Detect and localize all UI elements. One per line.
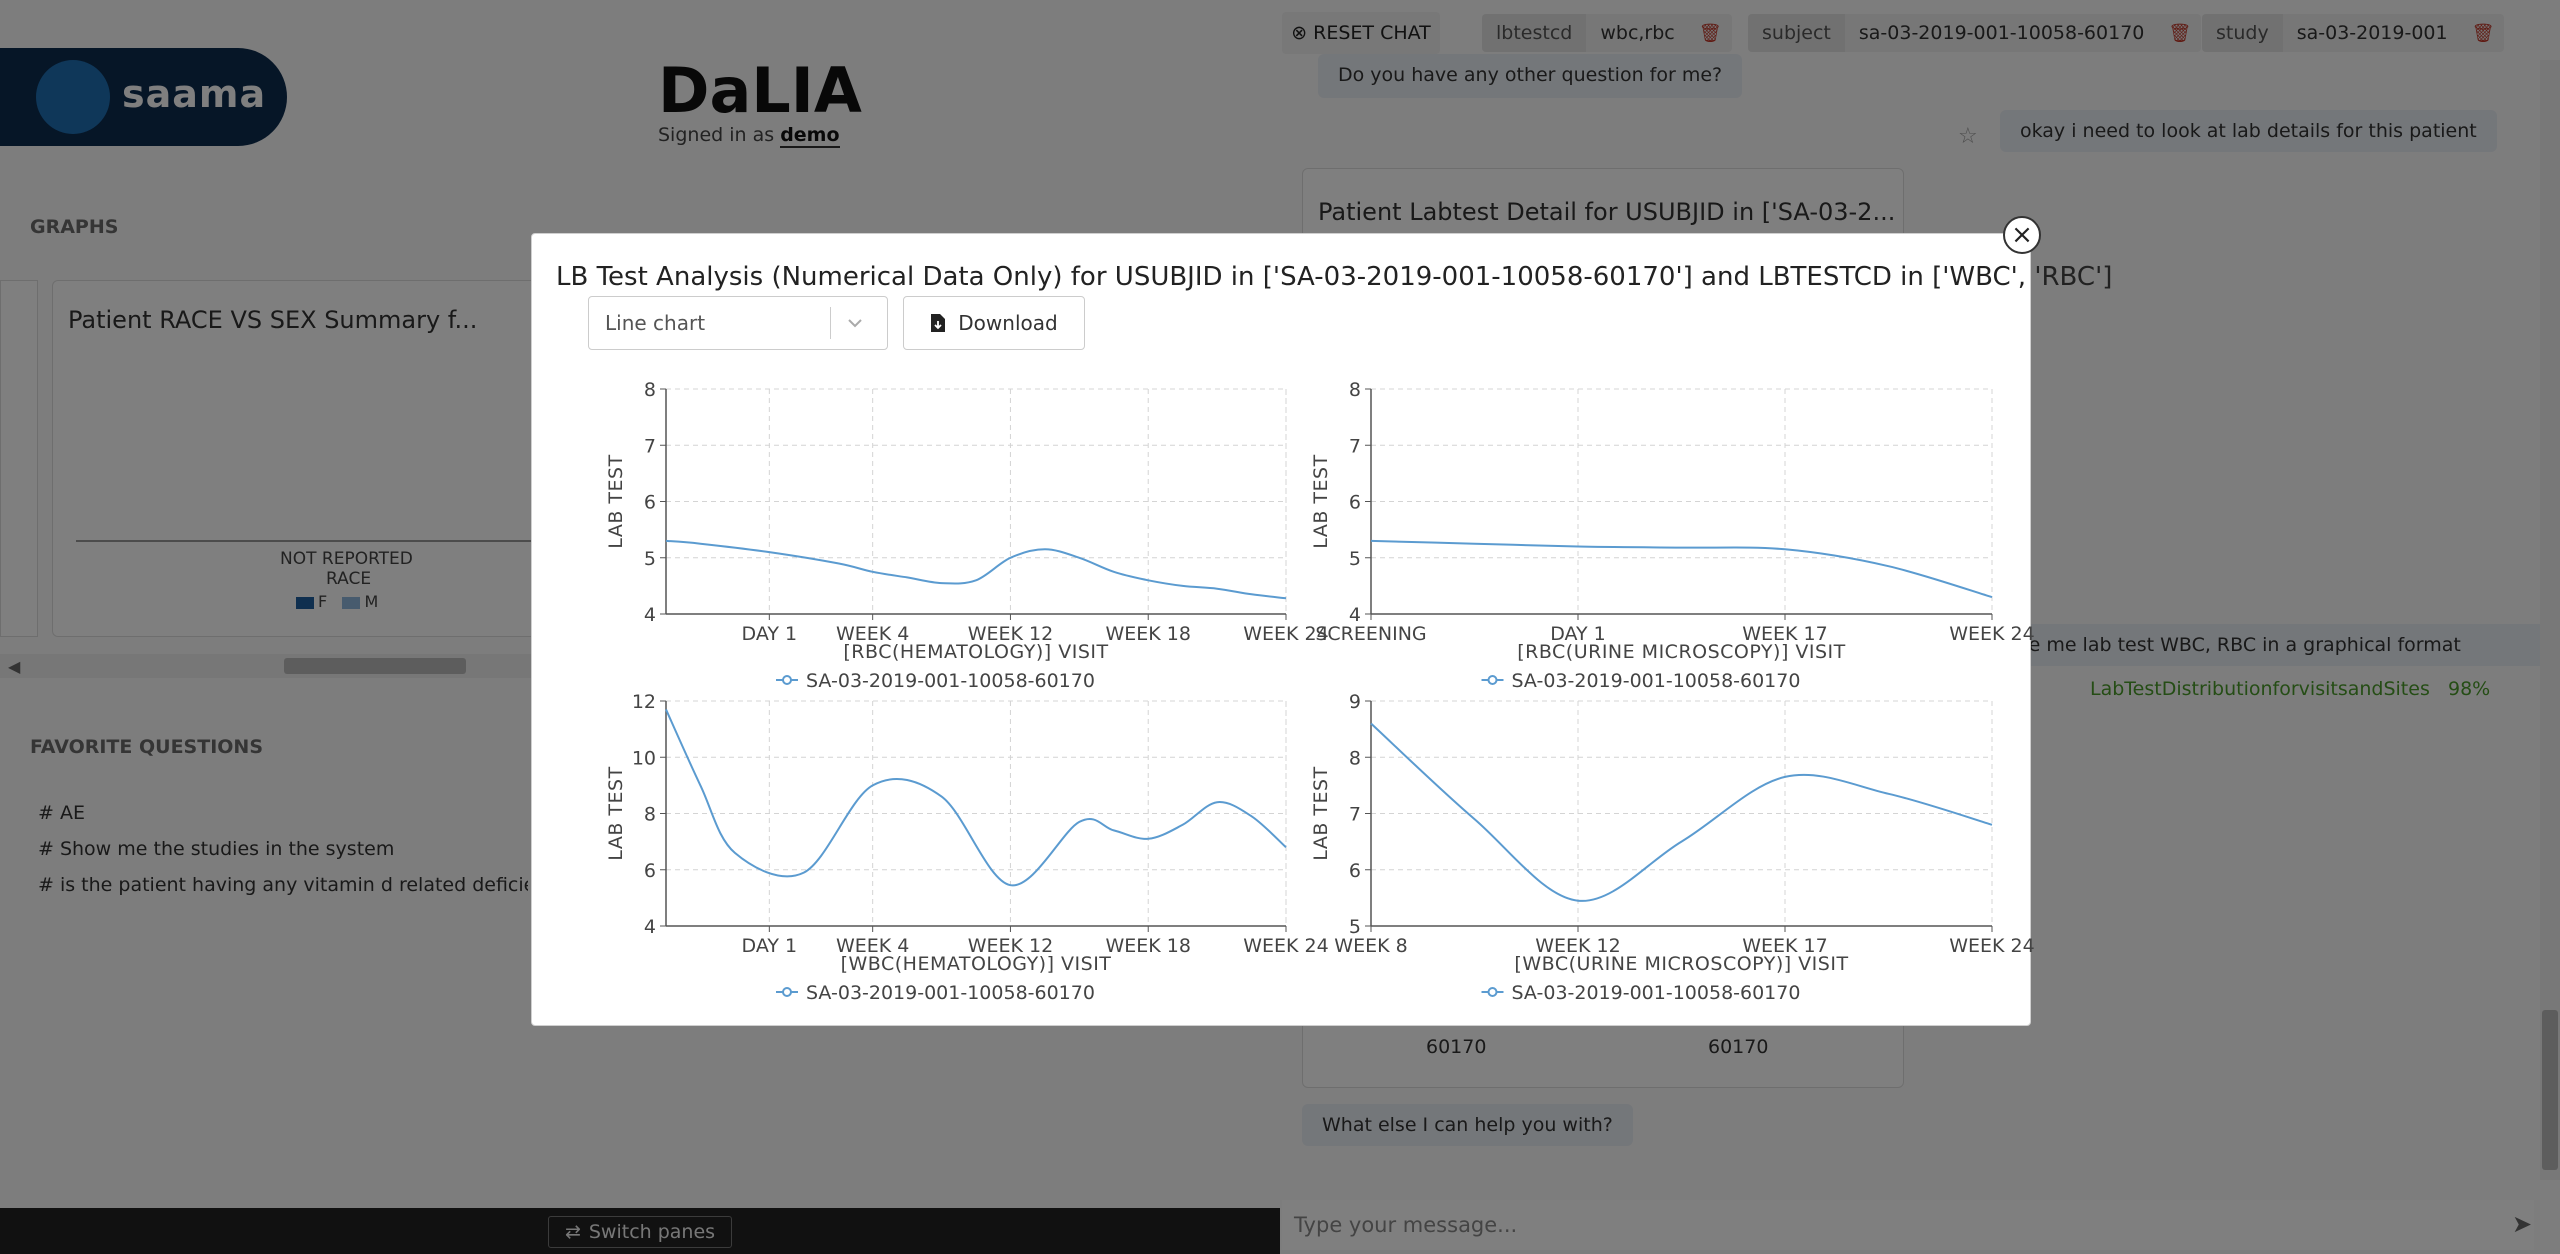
y-tick-label: 5 [644,548,656,570]
x-tick-label: WEEK 24 [1243,935,1328,957]
y-axis-label: LAB TEST [1310,454,1332,548]
x-tick-label: SCREENING [1315,623,1426,645]
x-tick-label: WEEK 17 [1742,935,1827,957]
y-tick-label: 9 [1349,691,1361,713]
lb-test-analysis-modal: LB Test Analysis (Numerical Data Only) f… [531,233,2112,1026]
chart-svg: 4 6 8 10 12 DAY 1 WEEK 4 WEEK 12 WEEK 18 WEEK 24 L… [605,691,1329,1004]
x-tick-label: WEEK 18 [1105,935,1190,957]
modal-title: LB Test Analysis (Numerical Data Only) f… [556,262,2113,292]
close-icon: × [2011,220,2033,250]
chart-wbc-urine-microscopy: 5 6 7 8 9 WEEK 8 WEEK 12 WEEK 17 WEEK 24 LAB TEST… [1266,681,2035,1004]
close-button[interactable]: × [2003,216,2041,254]
y-tick-label: 4 [1349,604,1361,626]
select-separator [830,307,831,339]
y-tick-label: 6 [1349,492,1361,514]
legend-marker [782,675,792,685]
x-tick-label: WEEK 12 [1535,935,1620,957]
legend-marker [782,987,792,997]
chart-svg: 4 5 6 7 8 DAY 1 WEEK 4 WEEK 12 WEEK 18 WEEK 24 LAB… [605,379,1329,692]
chart-type-value: Line chart [605,311,706,335]
y-tick-label: 8 [1349,747,1361,769]
chart-svg: 5 6 7 8 9 WEEK 8 WEEK 12 WEEK 17 WEEK 24 LAB TEST… [1310,691,2035,1004]
y-tick-label: 8 [644,804,656,826]
y-tick-label: 5 [1349,916,1361,938]
y-tick-label: 4 [644,916,656,938]
y-axis-label: LAB TEST [605,454,627,548]
y-tick-label: 10 [632,747,656,769]
x-tick-label: WEEK 24 [1949,623,2034,645]
download-label: Download [958,311,1058,335]
y-tick-label: 4 [644,604,656,626]
y-tick-label: 7 [644,435,656,457]
y-tick-label: 7 [1349,804,1361,826]
y-tick-label: 8 [644,379,656,401]
x-axis-label: [WBC(HEMATOLOGY)] VISIT [841,953,1112,975]
x-axis-label: [WBC(URINE MICROSCOPY)] VISIT [1514,953,1848,975]
chevron-down-icon [848,319,862,328]
y-tick-label: 6 [1349,860,1361,882]
x-tick-label: WEEK 4 [836,935,909,957]
x-axis-label: [RBC(HEMATOLOGY)] VISIT [843,641,1108,663]
chart-wbc-hematology: 4 6 8 10 12 DAY 1 WEEK 4 WEEK 12 WEEK 18 WEEK 24 L… [542,681,1329,1004]
y-tick-label: 6 [644,860,656,882]
legend-label: SA-03-2019-001-10058-60170 [1512,982,1801,1004]
legend-label: SA-03-2019-001-10058-60170 [1512,670,1801,692]
x-tick-label: WEEK 12 [968,935,1053,957]
x-tick-label: WEEK 12 [968,623,1053,645]
y-tick-label: 5 [1349,548,1361,570]
file-download-icon [931,314,946,332]
x-axis-label: [RBC(URINE MICROSCOPY)] VISIT [1517,641,1846,663]
legend-label: SA-03-2019-001-10058-60170 [806,982,1095,1004]
series-line [665,539,1287,600]
x-tick-label: WEEK 24 [1949,935,2034,957]
series-line [1370,539,1993,599]
chart-rbc-urine-microscopy: 4 5 6 7 8 SCREENING DAY 1 WEEK 17 WEEK 24 LAB TES… [1266,368,2035,692]
x-tick-label: WEEK 4 [836,623,909,645]
y-tick-label: 12 [632,691,656,713]
y-tick-label: 7 [1349,435,1361,457]
download-button[interactable]: Download [903,296,1085,350]
chart-rbc-hematology: 4 5 6 7 8 DAY 1 WEEK 4 WEEK 12 WEEK 18 WEEK 24 LAB… [542,368,1329,692]
legend-marker [1487,675,1498,685]
x-tick-label: WEEK 24 [1243,623,1328,645]
x-tick-label: DAY 1 [742,623,798,645]
chart-svg: 4 5 6 7 8 SCREENING DAY 1 WEEK 17 WEEK 24 LAB TES… [1310,379,2035,692]
series-line [1370,722,1993,902]
legend-marker [1487,987,1498,997]
x-tick-label: WEEK 8 [1334,935,1407,957]
legend-label: SA-03-2019-001-10058-60170 [806,670,1095,692]
series-line [665,709,1287,887]
x-tick-label: WEEK 17 [1742,623,1827,645]
y-axis-label: LAB TEST [605,766,627,860]
y-axis-label: LAB TEST [1310,766,1332,860]
x-tick-label: WEEK 18 [1105,623,1190,645]
y-tick-label: 6 [644,492,656,514]
x-tick-label: DAY 1 [742,935,798,957]
y-tick-label: 8 [1349,379,1361,401]
chart-type-select[interactable]: Line chart [588,296,888,350]
x-tick-label: DAY 1 [1550,623,1606,645]
